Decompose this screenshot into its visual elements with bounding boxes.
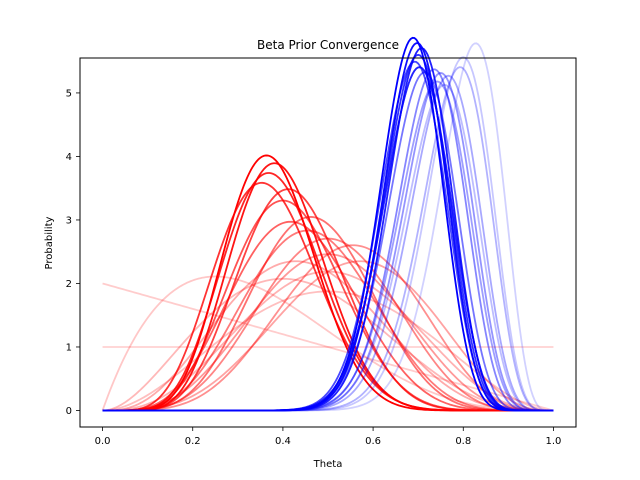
x-tick-label: 0.8 [455,436,471,447]
x-axis: 0.0 0.2 0.4 0.6 0.8 1.0 [95,427,562,447]
x-axis-label: Theta [313,459,343,470]
y-tick-label: 3 [66,215,72,226]
red-series-line-4 [102,277,554,412]
x-tick-label: 0.2 [185,436,201,447]
y-axis: 0 1 2 3 4 5 [66,88,80,417]
x-tick-label: 0.0 [95,436,111,447]
y-tick-label: 2 [66,279,72,290]
red-series-line-2 [101,275,554,412]
red-series-line-19 [102,154,554,412]
y-axis-label: Probability [44,216,55,269]
y-tick-label: 0 [66,406,72,417]
x-tick-label: 1.0 [546,436,562,447]
x-tick-label: 0.4 [275,436,291,447]
plot-frame [79,57,577,428]
x-tick-label: 0.6 [365,436,381,447]
y-tick-label: 4 [66,152,72,163]
red-series-line-3 [102,290,554,412]
series-layer [101,36,554,412]
chart-title: Beta Prior Convergence [257,38,399,52]
y-tick-label: 5 [66,88,72,99]
blue-series-line-35 [102,36,554,412]
y-tick-label: 1 [66,342,72,353]
